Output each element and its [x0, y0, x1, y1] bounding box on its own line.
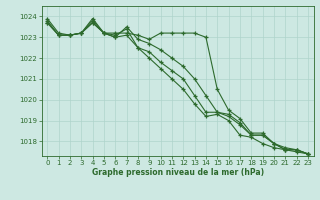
X-axis label: Graphe pression niveau de la mer (hPa): Graphe pression niveau de la mer (hPa)	[92, 168, 264, 177]
